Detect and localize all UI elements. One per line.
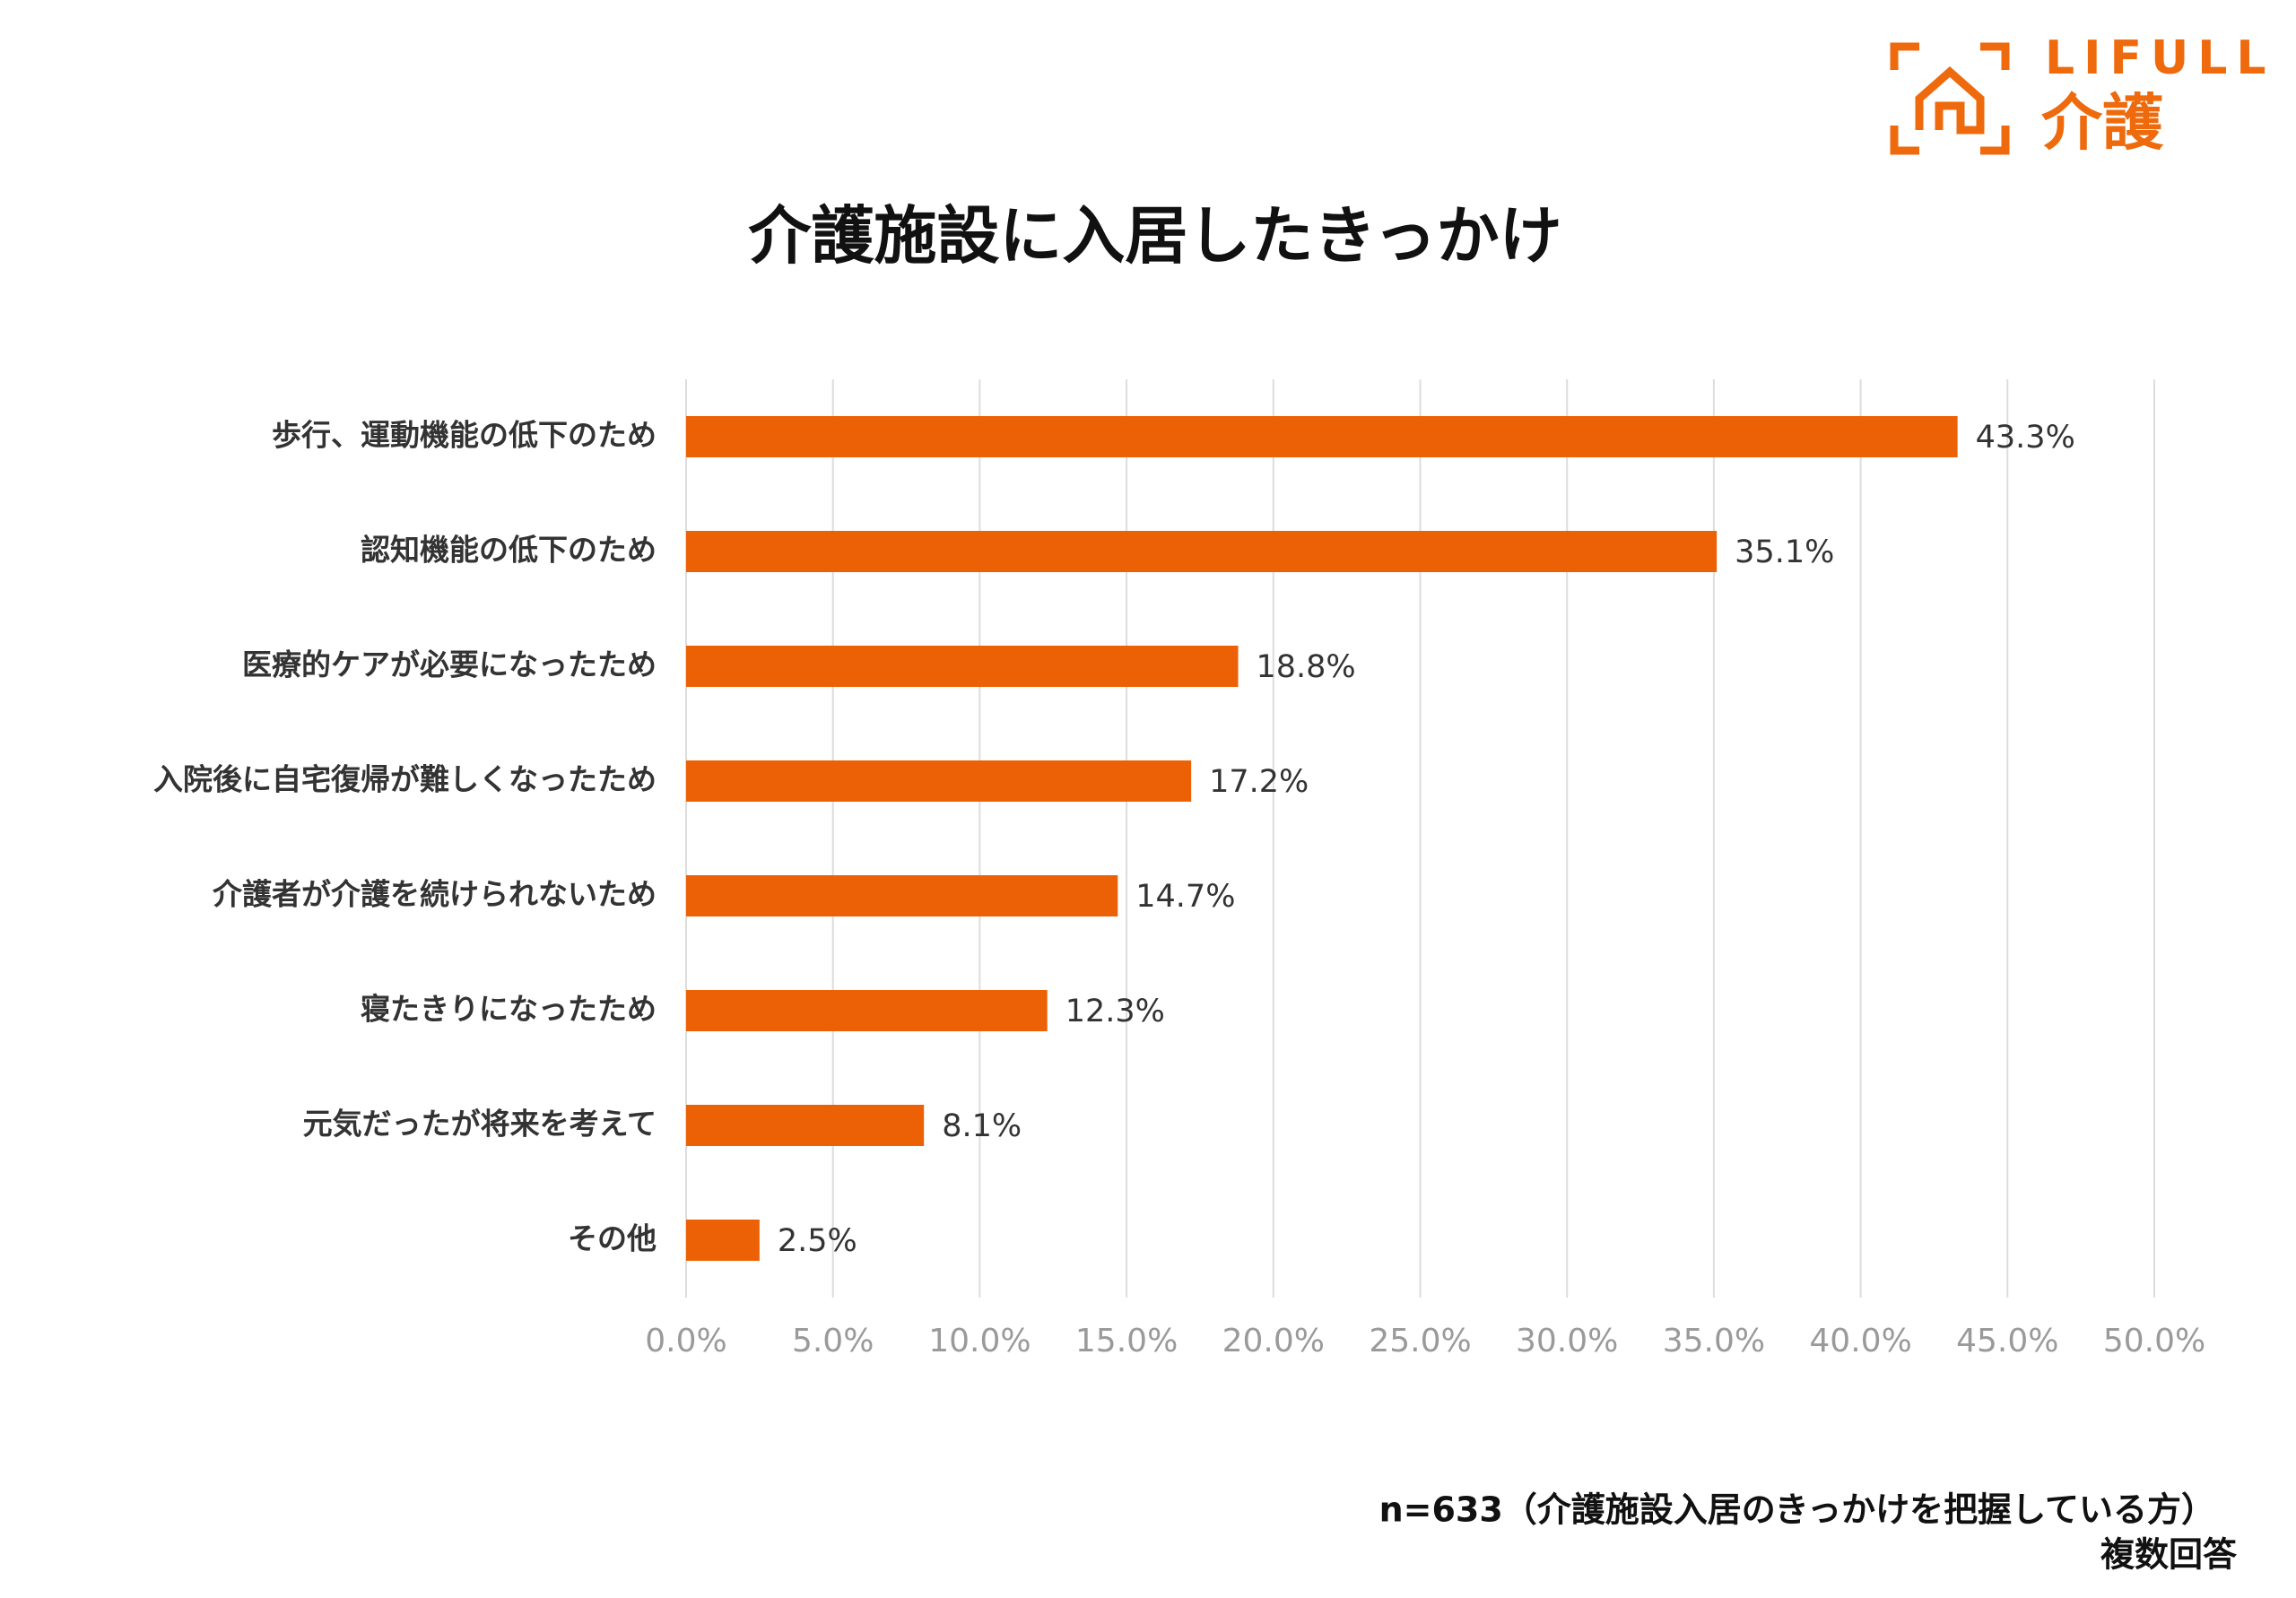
y-tick-label: 介護者が介護を続けられないため: [213, 877, 657, 912]
logo-bracket: [1980, 42, 2010, 70]
value-label: 2.5%: [778, 1223, 857, 1259]
y-tick-label: 寝たきりになったため: [361, 992, 657, 1027]
y-tick-label: その他: [568, 1221, 657, 1256]
x-tick-label: 10.0%: [928, 1323, 1031, 1359]
logo-bracket: [1890, 126, 1919, 155]
x-tick-label: 35.0%: [1663, 1323, 1765, 1359]
x-tick-label: 15.0%: [1075, 1323, 1178, 1359]
y-tick-label: 医療的ケアが必要になったため: [242, 647, 657, 682]
logo-bracket: [1890, 42, 1919, 70]
value-label: 35.1%: [1735, 534, 1834, 570]
bar: [686, 990, 1048, 1031]
x-tick-label: 0.0%: [645, 1323, 726, 1359]
logo-sub: 介護: [2041, 89, 2164, 160]
logo: [1890, 42, 2010, 155]
x-tick-label: 5.0%: [792, 1323, 874, 1359]
logo-brand: LIFULL: [2045, 31, 2275, 85]
x-tick-label: 45.0%: [1956, 1323, 2058, 1359]
value-label: 17.2%: [1209, 764, 1309, 800]
bar: [686, 875, 1118, 916]
x-tick-label: 20.0%: [1222, 1323, 1325, 1359]
chart-title: 介護施設に入居したきっかけ: [748, 199, 1561, 273]
value-label: 14.7%: [1135, 879, 1235, 915]
x-tick-label: 50.0%: [2103, 1323, 2205, 1359]
y-tick-label: 入院後に自宅復帰が難しくなったため: [153, 762, 657, 797]
annotation: 複数回答: [2100, 1535, 2238, 1575]
bar: [686, 1220, 760, 1261]
value-label: 43.3%: [1976, 420, 2075, 456]
value-label: 12.3%: [1065, 994, 1165, 1029]
bar: [686, 646, 1239, 687]
bar: [686, 531, 1718, 572]
bar: [686, 416, 1958, 457]
x-tick-label: 40.0%: [1809, 1323, 1911, 1359]
logo-bracket: [1980, 126, 2010, 155]
x-tick-label: 30.0%: [1516, 1323, 1618, 1359]
x-tick-label: 25.0%: [1369, 1323, 1471, 1359]
bar: [686, 1105, 925, 1146]
y-tick-label: 元気だったが将来を考えて: [303, 1107, 657, 1142]
y-tick-label: 歩行、運動機能の低下のため: [272, 418, 657, 453]
y-tick-label: 認知機能の低下のため: [361, 533, 657, 568]
value-label: 18.8%: [1257, 649, 1356, 685]
bar: [686, 760, 1192, 802]
logo-house: [1915, 65, 1985, 135]
annotation: n=633（介護施設入居のきっかけを把握している方）: [1379, 1490, 2215, 1530]
value-label: 8.1%: [942, 1108, 1022, 1144]
